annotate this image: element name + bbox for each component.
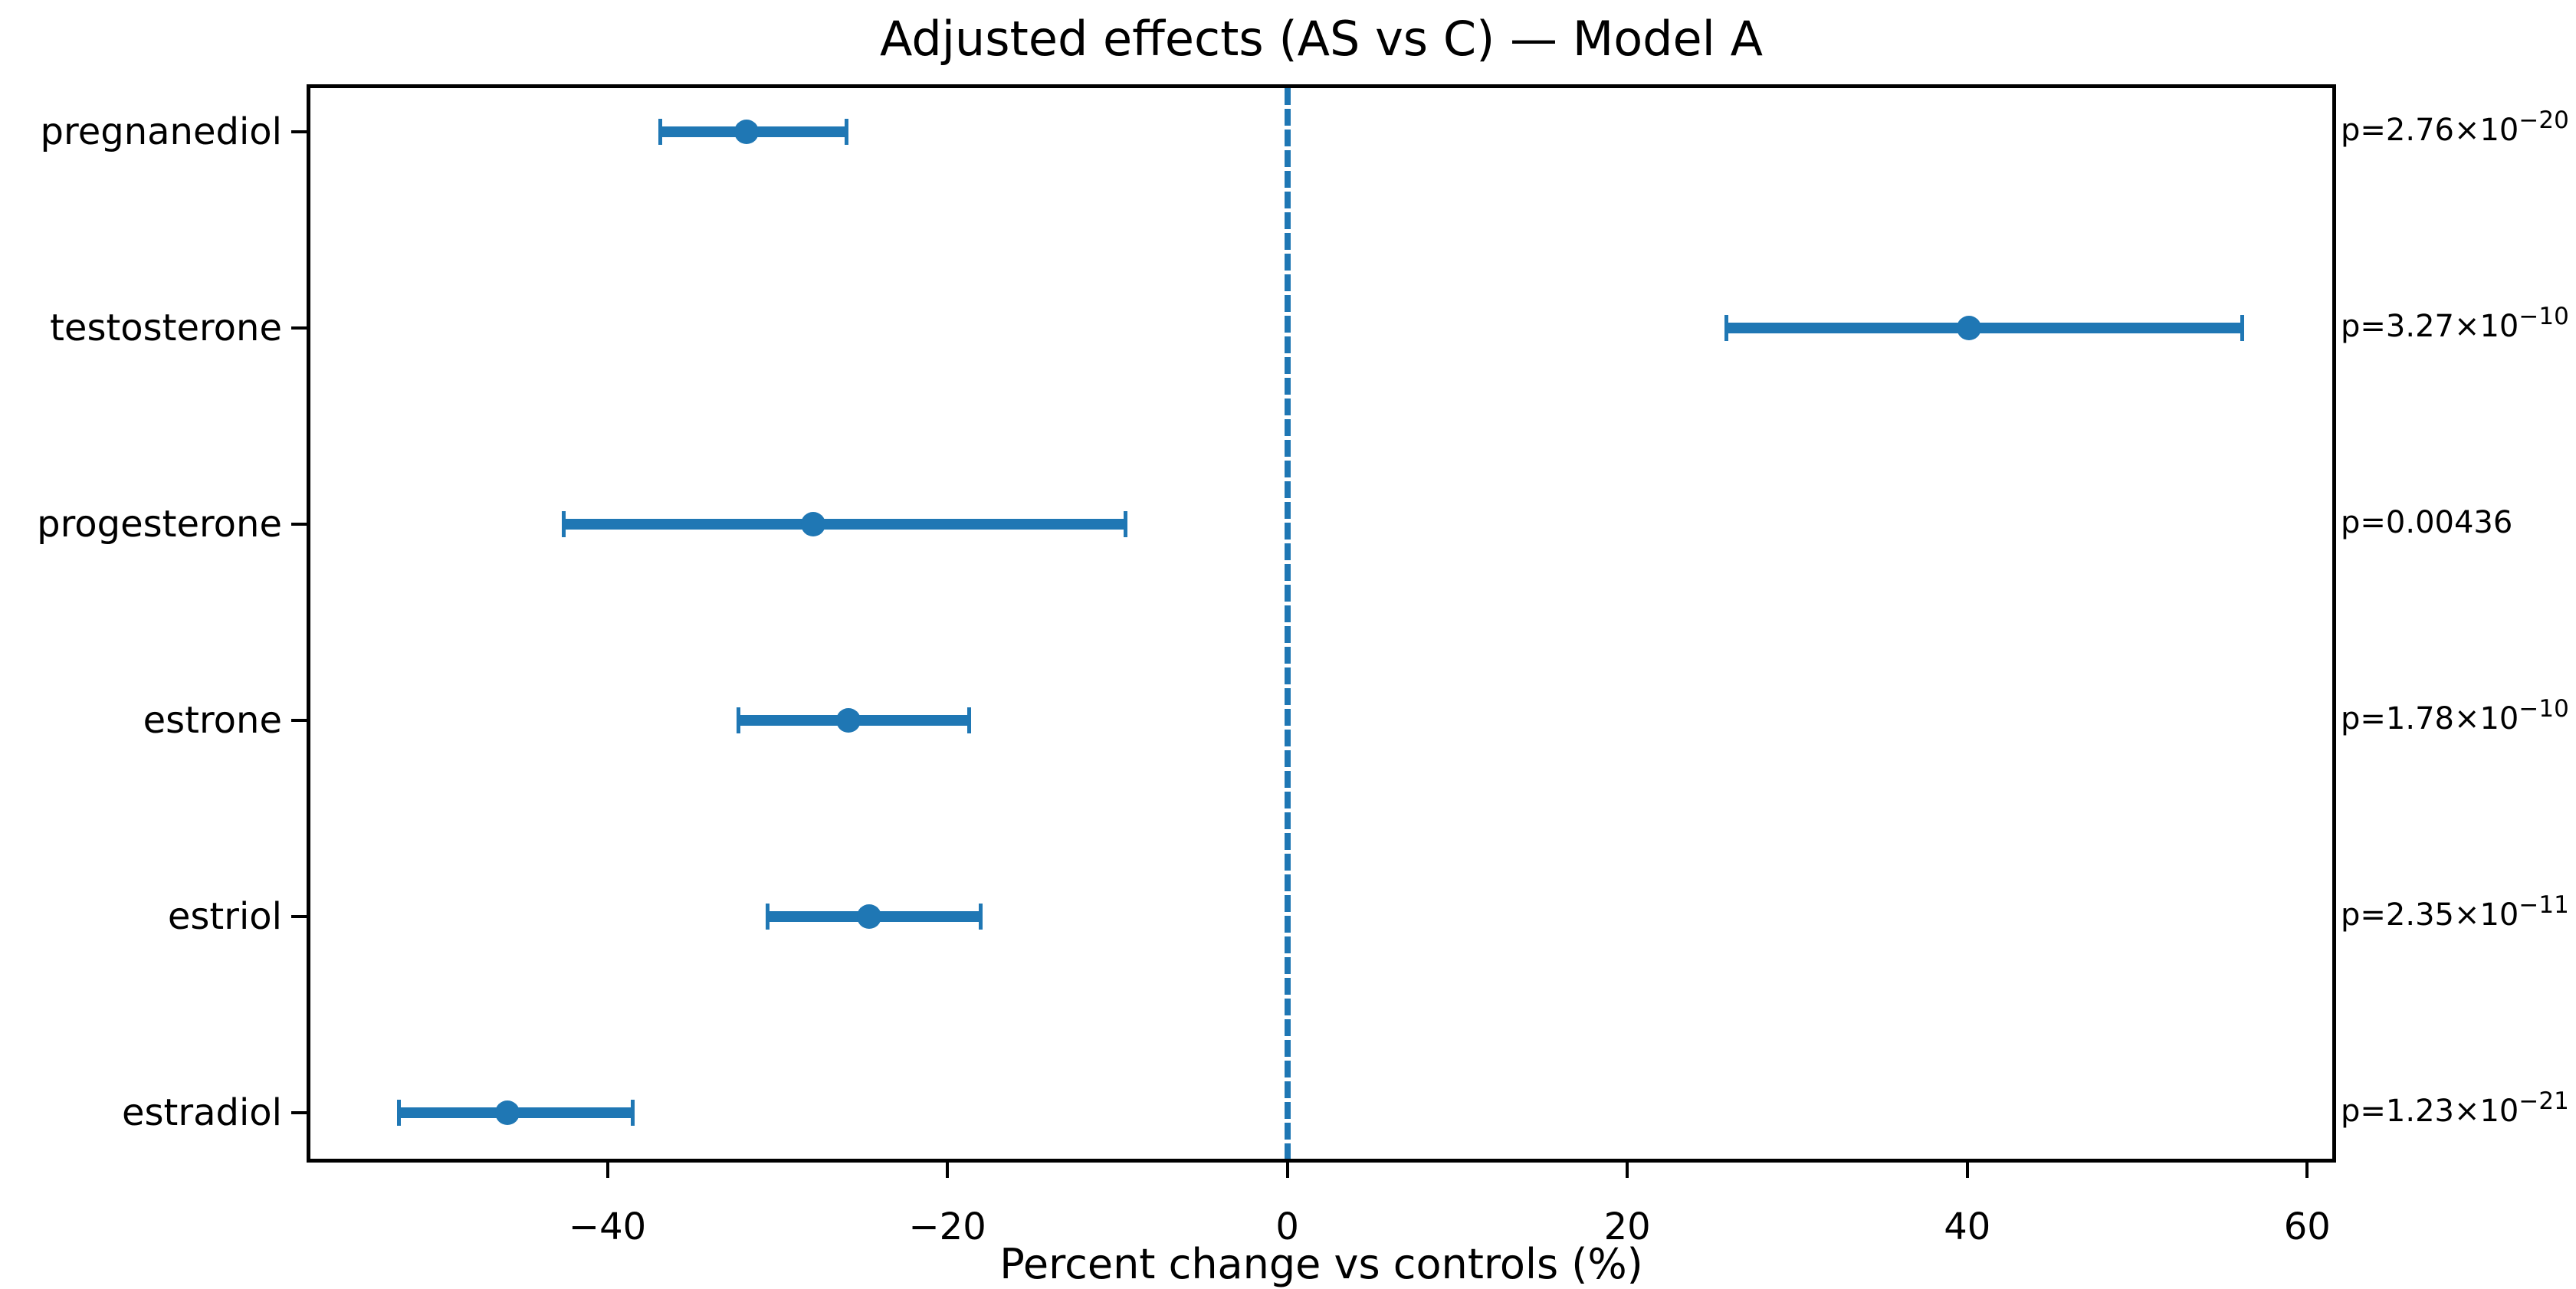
error-bar-cap-low [561, 511, 566, 537]
error-bar-cap-low [766, 904, 770, 930]
x-tick-label: 60 [2283, 1205, 2331, 1248]
p-value-label: p=1.78×10−10 [2341, 695, 2569, 741]
p-value-exponent: −21 [2519, 1087, 2569, 1115]
x-tick-label: 0 [1275, 1205, 1299, 1248]
y-tick-label: pregnanediol [40, 110, 282, 153]
y-tick [291, 326, 307, 330]
x-axis-label: Percent change vs controls (%) [999, 1240, 1643, 1288]
p-value-label: p=1.23×10−21 [2341, 1087, 2569, 1133]
x-tick [605, 1163, 609, 1178]
point-marker [734, 120, 760, 144]
x-tick-label: 20 [1603, 1205, 1651, 1248]
p-value-text: p=3.27×10 [2341, 309, 2519, 344]
x-tick [1965, 1163, 1969, 1178]
y-tick [291, 915, 307, 918]
error-bar-cap-low [396, 1100, 401, 1126]
point-marker [836, 708, 861, 733]
p-value-text: p=2.35×10 [2341, 897, 2519, 933]
p-value-text: p=2.76×10 [2341, 113, 2519, 148]
p-value-label: p=3.27×10−10 [2341, 303, 2569, 349]
x-tick-label: 40 [1944, 1205, 1991, 1248]
error-bar-cap-high [1123, 511, 1127, 537]
zero-reference-line [1284, 88, 1291, 1159]
error-bar [1725, 323, 2243, 333]
chart-title: Adjusted effects (AS vs C) — Model A [880, 11, 1763, 67]
x-tick-label: −40 [568, 1205, 647, 1248]
y-tick [291, 130, 307, 133]
p-value-text: p=1.78×10 [2341, 701, 2519, 736]
p-value-exponent: −20 [2519, 107, 2569, 134]
error-bar-cap-high [845, 119, 849, 145]
p-value-text: p=0.00436 [2341, 505, 2513, 540]
x-tick [946, 1163, 950, 1178]
error-bar-cap-high [979, 904, 983, 930]
p-value-label: p=2.76×10−20 [2341, 107, 2569, 153]
p-value-label: p=2.35×10−11 [2341, 891, 2569, 937]
error-bar-cap-high [966, 707, 971, 733]
error-bar-cap-high [2240, 315, 2245, 341]
x-tick-label: −20 [908, 1205, 986, 1248]
error-bar [563, 519, 1126, 530]
x-tick [1626, 1163, 1629, 1178]
p-value-exponent: −11 [2519, 891, 2569, 919]
p-value-label: p=0.00436 [2341, 503, 2512, 543]
plot-area [307, 84, 2336, 1163]
x-tick [1285, 1163, 1289, 1178]
y-tick-label: testosterone [50, 307, 282, 349]
p-value-exponent: −10 [2519, 695, 2569, 723]
point-marker [494, 1100, 520, 1125]
error-bar-cap-low [737, 707, 741, 733]
p-value-text: p=1.23×10 [2341, 1094, 2519, 1129]
x-tick [2305, 1163, 2309, 1178]
y-tick-label: estradiol [121, 1091, 282, 1134]
y-tick-label: estriol [167, 895, 282, 938]
y-tick [291, 719, 307, 722]
error-bar-cap-high [630, 1100, 635, 1126]
error-bar-cap-low [1724, 315, 1728, 341]
y-tick-label: progesterone [37, 503, 282, 546]
point-marker [1956, 316, 1981, 340]
y-tick-label: estrone [143, 699, 282, 742]
y-tick [291, 1111, 307, 1114]
p-value-exponent: −10 [2519, 303, 2569, 330]
point-marker [857, 904, 882, 929]
error-bar-cap-low [658, 119, 663, 145]
y-tick [291, 523, 307, 526]
point-marker [800, 512, 825, 536]
